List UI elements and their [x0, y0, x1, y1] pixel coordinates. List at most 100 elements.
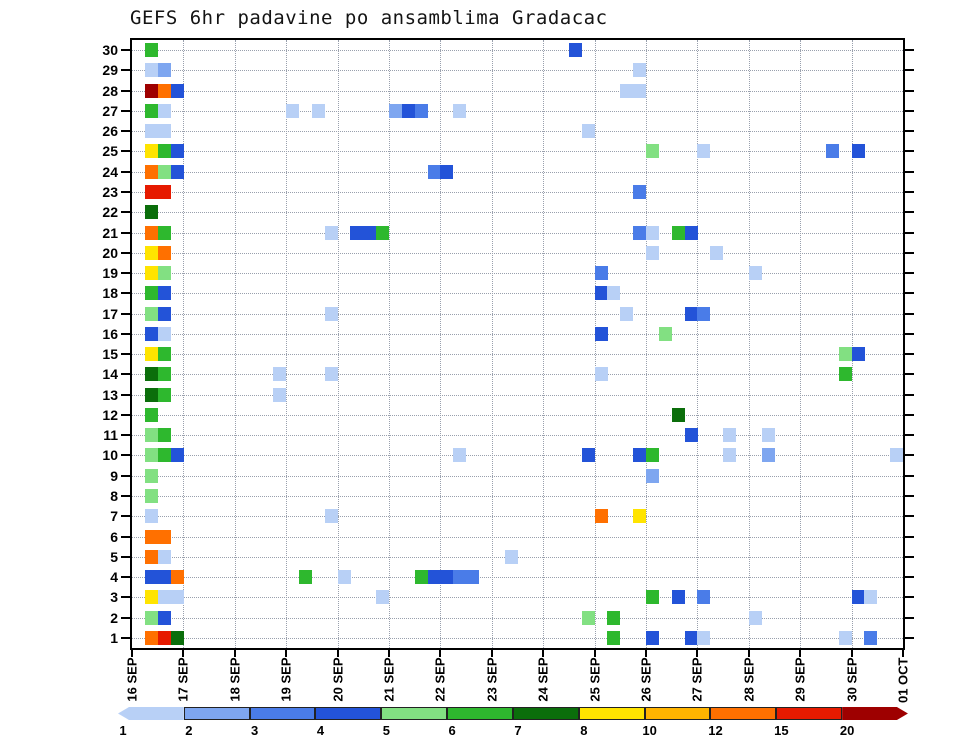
heatmap-cell	[363, 225, 377, 240]
heatmap-cell	[157, 529, 171, 544]
y-axis-tick-right	[905, 515, 914, 518]
colorbar-label: 10	[642, 723, 657, 738]
heatmap-cell	[389, 103, 402, 118]
y-axis-tick-right	[905, 130, 914, 133]
y-axis-label: 9	[110, 467, 118, 484]
colorbar-label: 2	[185, 723, 193, 738]
heatmap-cell	[890, 448, 903, 463]
y-axis-tick-left	[121, 413, 130, 416]
gridline-vertical	[491, 40, 493, 648]
heatmap-cell	[144, 164, 158, 179]
heatmap-cell	[157, 124, 171, 139]
y-axis-label: 26	[102, 123, 118, 140]
y-axis-tick-right	[905, 535, 914, 538]
heatmap-cell	[658, 326, 672, 341]
heatmap-cell	[427, 570, 441, 585]
y-axis-tick-right	[905, 576, 914, 579]
y-axis-tick-left	[121, 272, 130, 275]
heatmap-cell	[157, 164, 171, 179]
heatmap-cell	[851, 144, 865, 159]
heatmap-cell	[311, 103, 325, 118]
x-axis-label: 22 SEP	[432, 657, 448, 702]
heatmap-cell	[144, 43, 158, 58]
y-axis-label: 24	[102, 163, 118, 180]
heatmap-cell	[157, 428, 171, 443]
y-axis-label: 15	[102, 346, 118, 363]
heatmap-cell	[646, 468, 659, 483]
x-axis-label: 29 SEP	[792, 657, 808, 702]
y-axis-tick-right	[905, 312, 914, 315]
x-axis-tick	[490, 650, 493, 657]
gridline-horizontal	[132, 50, 903, 52]
gridline-horizontal	[132, 273, 903, 275]
heatmap-cell	[157, 326, 171, 341]
colorbar-label: 20	[839, 723, 855, 738]
heatmap-cell	[646, 630, 659, 645]
heatmap-cell	[697, 590, 711, 605]
heatmap-cell	[594, 266, 608, 281]
heatmap-cell	[723, 428, 737, 443]
y-axis-tick-left	[121, 332, 130, 335]
y-axis-tick-left	[121, 393, 130, 396]
gridline-vertical	[697, 40, 699, 648]
y-axis-tick-left	[121, 495, 130, 497]
gridline-horizontal	[132, 455, 903, 457]
y-axis-label: 3	[110, 589, 118, 606]
heatmap-cell	[157, 630, 171, 645]
heatmap-cell	[646, 590, 659, 605]
heatmap-cell	[144, 124, 158, 139]
y-axis-tick-right	[905, 170, 914, 173]
heatmap-cell	[607, 610, 621, 625]
x-axis-tick	[131, 650, 133, 657]
heatmap-cell	[568, 43, 582, 58]
gridline-vertical	[800, 40, 802, 648]
y-axis-tick-right	[905, 596, 914, 599]
heatmap-cell	[684, 428, 698, 443]
colorbar-segment	[842, 707, 908, 720]
y-axis-tick-left	[121, 49, 130, 52]
gridline-horizontal	[132, 496, 903, 497]
heatmap-cell	[144, 428, 158, 443]
heatmap-cell	[440, 570, 454, 585]
heatmap-cell	[684, 630, 698, 645]
y-axis-label: 1	[110, 629, 118, 646]
y-axis-label: 6	[110, 528, 118, 545]
gridline-vertical	[440, 40, 442, 648]
x-axis-label: 18 SEP	[227, 657, 243, 702]
heatmap-cell	[671, 225, 685, 240]
heatmap-cell	[633, 225, 647, 240]
heatmap-cell	[157, 144, 171, 159]
y-axis-tick-right	[905, 109, 914, 112]
gridline-horizontal	[132, 536, 903, 538]
heatmap-cell	[157, 387, 171, 402]
y-axis-label: 11	[103, 427, 118, 444]
colorbar-segment	[710, 707, 777, 720]
heatmap-cell	[761, 448, 775, 463]
heatmap-cell	[273, 367, 287, 382]
heatmap-cell	[144, 509, 158, 524]
heatmap-cell	[646, 448, 659, 463]
heatmap-cell	[581, 124, 595, 139]
y-axis-label: 13	[102, 386, 118, 403]
heatmap-cell	[170, 630, 184, 645]
heatmap-cell	[170, 570, 184, 585]
y-axis-label: 20	[102, 244, 118, 261]
heatmap-cell	[607, 630, 621, 645]
gridline-horizontal	[132, 597, 903, 599]
y-axis-label: 25	[102, 143, 118, 160]
colorbar-segment	[381, 707, 448, 720]
heatmap-cell	[414, 570, 428, 585]
x-axis-label: 28 SEP	[741, 657, 757, 702]
heatmap-cell	[157, 367, 171, 382]
heatmap-cell	[633, 83, 647, 98]
y-axis-label: 10	[102, 447, 118, 464]
heatmap-cell	[170, 448, 184, 463]
y-axis-tick-left	[121, 596, 130, 599]
y-axis-tick-right	[905, 555, 914, 558]
gridline-horizontal	[132, 475, 903, 477]
y-axis-tick-right	[905, 292, 914, 295]
heatmap-cell	[401, 103, 415, 118]
gridline-horizontal	[132, 617, 903, 619]
y-axis-tick-left	[121, 130, 130, 133]
y-axis-label: 22	[102, 204, 118, 221]
